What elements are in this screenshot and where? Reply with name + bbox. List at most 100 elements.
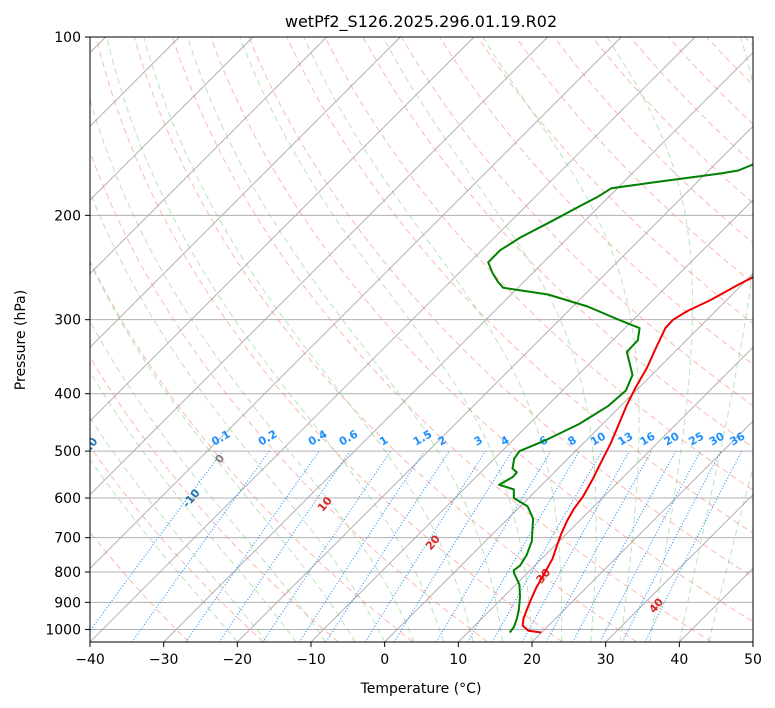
y-tick-label: 700	[54, 531, 81, 547]
mixing-ratio-line	[131, 450, 270, 642]
moist-adiabat-line	[239, 37, 533, 642]
y-tick-label: 400	[54, 387, 81, 403]
isotherm-line	[90, 37, 696, 642]
mixing-ratio-line	[435, 450, 552, 642]
isotherm-line	[679, 567, 753, 642]
dry-adiabat-line	[90, 356, 339, 642]
dry-adiabat-line	[286, 37, 753, 534]
mixing-ratio-label: 8	[566, 433, 579, 448]
mixing-ratio-label: 1.5	[411, 427, 434, 448]
moist-adiabat-line	[106, 37, 445, 642]
x-tick-label: 40	[670, 652, 688, 668]
dry-adiabat-line	[706, 37, 753, 86]
isotherm-line	[90, 37, 254, 201]
mixing-ratio-line	[364, 450, 486, 642]
isotherm-line	[752, 641, 753, 642]
dry-adiabat-label: -30	[0, 383, 10, 407]
dry-adiabat-line	[90, 445, 264, 642]
isotherm-line	[310, 199, 753, 642]
mixing-ratio-label: 0.6	[337, 427, 361, 448]
moist-adiabat-line	[187, 37, 503, 642]
x-tick-label: 50	[744, 652, 762, 668]
mixing-ratio-label: 25	[686, 430, 706, 449]
isotherm-line	[163, 52, 753, 642]
mixing-ratio-label: 2	[436, 433, 449, 448]
mixing-ratio-line	[325, 450, 450, 642]
mixing-ratio-label: 1	[377, 433, 390, 448]
mixing-ratio-label: 13	[616, 430, 636, 449]
y-tick-label: 900	[54, 595, 81, 611]
dry-adiabat-line	[515, 37, 753, 284]
mixing-ratio-line	[218, 450, 351, 642]
mixing-ratio-line	[521, 450, 630, 642]
mixing-ratio-line	[262, 450, 392, 642]
isotherm-line	[90, 37, 548, 496]
mixing-ratio-label: 20	[662, 429, 682, 448]
isotherm-line	[384, 273, 753, 642]
dry-adiabat-line	[171, 37, 712, 642]
mixing-ratio-label: 3	[472, 433, 485, 448]
moist-adiabat-line	[382, 37, 597, 642]
mixing-ratio-line	[621, 450, 722, 642]
dry-adiabat-line	[553, 37, 753, 244]
mixing-ratio-line	[90, 450, 223, 632]
mixing-ratio-line	[599, 450, 701, 642]
y-axis: 100 200 300 400 500 600 700 800 900 1000	[45, 30, 90, 638]
moist-adiabat-line	[90, 190, 386, 642]
y-axis-label: Pressure (hPa)	[13, 290, 29, 390]
x-tick-label: −20	[223, 652, 253, 668]
mixing-ratio-label: 0.2	[256, 427, 279, 448]
dry-adiabat-label: 0	[212, 452, 227, 466]
dry-adiabat-line	[668, 37, 753, 125]
mixing-ratio-label: 0.4	[306, 427, 330, 448]
isotherm-line	[90, 37, 475, 422]
mixing-ratio-line	[298, 450, 425, 642]
chart-title: wetPf2_S126.2025.296.01.19.R02	[285, 12, 557, 32]
moist-adiabat-line	[303, 37, 563, 642]
dry-adiabat-line	[95, 37, 563, 642]
mixing-ratio-line	[572, 450, 677, 642]
y-tick-label: 1000	[45, 622, 81, 638]
isotherm-line	[90, 37, 401, 348]
dewpoint-profile	[487, 163, 753, 634]
y-tick-label: 300	[54, 313, 81, 329]
dry-adiabat-line	[133, 37, 638, 642]
x-tick-label: −30	[149, 652, 179, 668]
moist-adiabat-line	[90, 370, 297, 642]
moist-adiabat-line	[606, 37, 694, 642]
isotherm-line	[458, 346, 753, 642]
dry-adiabat-label: -20	[78, 435, 101, 459]
moist-adiabat-line	[482, 37, 640, 642]
isotherm-line	[90, 37, 327, 275]
y-tick-label: 200	[54, 208, 81, 224]
mixing-ratio-label: 4	[498, 433, 511, 448]
mixing-ratio-line	[393, 450, 513, 642]
mixing-ratio-label: 10	[588, 429, 608, 448]
plot-frame	[89, 36, 754, 643]
moist-adiabat-line	[90, 261, 356, 642]
dry-adiabat-line	[591, 37, 753, 204]
moist-adiabat-line	[678, 37, 753, 642]
x-tick-label: −10	[296, 652, 326, 668]
isotherm-line	[90, 37, 622, 569]
mixing-ratio-line	[467, 450, 580, 642]
isotherm-line	[605, 494, 753, 642]
isotherm-line	[237, 125, 753, 642]
x-axis: −40 −30 −20 −10 0 10 20 30 40 50	[75, 642, 762, 668]
dry-adiabat-line	[210, 37, 753, 623]
moist-adiabat-line	[143, 37, 474, 642]
sounding-lines	[487, 163, 753, 634]
background-grid	[90, 37, 753, 642]
moist-adiabat-line	[708, 465, 753, 642]
x-tick-label: 30	[597, 652, 615, 668]
isotherm-line	[531, 420, 753, 642]
moist-adiabat-line	[90, 320, 327, 642]
moist-adiabat-line	[90, 416, 268, 642]
dry-adiabat-line	[744, 37, 753, 47]
x-tick-label: 20	[523, 652, 541, 668]
isopleth-labels: 0.10.20.40.611.52346810131620253036-100-…	[0, 383, 748, 615]
x-tick-label: 0	[380, 652, 389, 668]
mixing-ratio-line	[644, 450, 743, 642]
y-tick-label: 100	[54, 30, 81, 46]
